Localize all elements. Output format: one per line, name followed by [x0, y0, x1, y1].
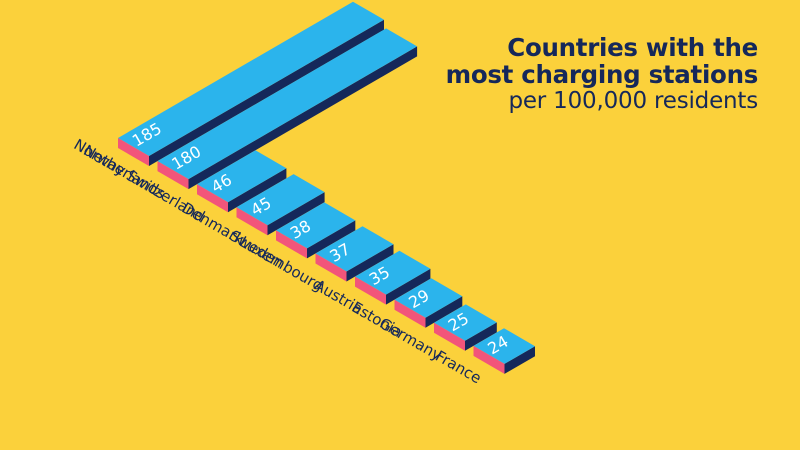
chart-title-line-1: Countries with the — [507, 33, 758, 62]
bar-top-face — [434, 304, 497, 341]
chart-title-block: Countries with the most charging station… — [445, 33, 759, 115]
bar-top-face — [157, 28, 418, 180]
bar-side-face — [425, 296, 463, 328]
bar-side-face — [346, 244, 394, 282]
bar-top-face — [276, 202, 356, 249]
bar-front-face — [276, 230, 307, 259]
bar-front-face — [394, 299, 426, 328]
bar-top-face — [394, 278, 463, 318]
bar-front-face — [236, 207, 268, 236]
bar-front-face — [434, 322, 465, 351]
bar-top-face — [236, 174, 325, 226]
chart-subtitle: per 100,000 residents — [508, 87, 758, 114]
bar-france: 24 — [473, 328, 535, 374]
bar-germany: 25 — [434, 304, 497, 351]
bar-top-face — [315, 226, 394, 272]
bar-side-face — [504, 346, 535, 374]
bar-sweden: 38 — [276, 202, 356, 259]
bar-front-face — [473, 345, 505, 374]
bar-switzerland: 46 — [197, 150, 287, 213]
bar-norway: 185 — [118, 1, 384, 167]
bar-side-face — [465, 322, 497, 351]
bar-side-face — [149, 19, 384, 167]
bar-front-face — [315, 253, 347, 282]
bar-front-face — [157, 161, 189, 190]
bar-side-face — [386, 268, 431, 305]
bar-top-face — [197, 150, 287, 203]
bar-front-face — [118, 138, 149, 166]
bar-top-face — [355, 250, 431, 295]
bar-side-face — [307, 220, 356, 259]
bar-top-face — [118, 1, 384, 157]
bar-denmark: 45 — [236, 174, 325, 236]
bar-luxembourg: 37 — [315, 226, 394, 282]
bar-front-face — [197, 184, 228, 213]
bar-estonia: 29 — [394, 278, 463, 328]
bar-top-face — [473, 328, 535, 364]
bar-side-face — [228, 168, 287, 213]
bar-front-face — [355, 276, 386, 305]
bar-side-face — [267, 192, 325, 236]
bar-side-face — [188, 46, 418, 190]
bar-netherlands: 180 — [157, 28, 418, 190]
chart-title-line-2: most charging stations — [445, 60, 759, 90]
